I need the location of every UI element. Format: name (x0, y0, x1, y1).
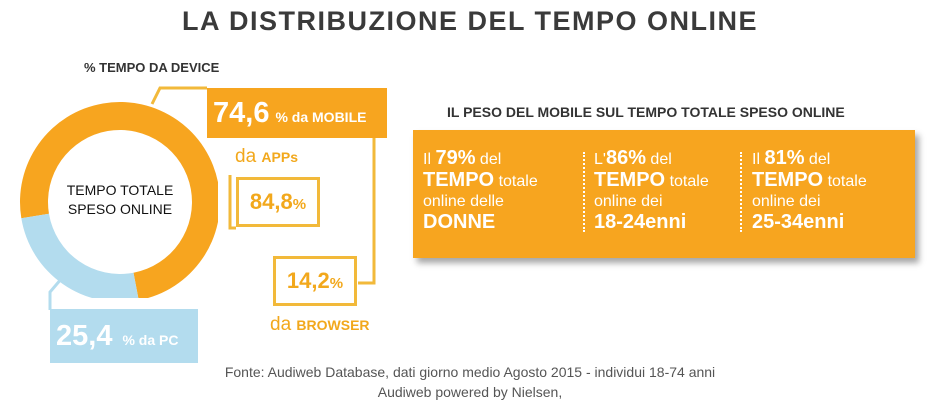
mobile-weight-title: IL PESO DEL MOBILE SUL TEMPO TOTALE SPES… (447, 104, 845, 120)
source-line-2: Audiweb powered by Nielsen, (377, 384, 563, 400)
stat-percent: 79% (435, 147, 476, 169)
browser-connector (358, 138, 376, 285)
browser-prefix: da (270, 314, 297, 335)
stat-del: del (475, 151, 502, 168)
pc-value-box: 25,4 % da PC (50, 309, 198, 363)
stat-group: 25-34enni (752, 211, 845, 233)
source-line-1: Fonte: Audiweb Database, dati giorno med… (224, 364, 716, 380)
browser-pct: % (329, 275, 344, 292)
stat-prefix: L' (594, 151, 606, 168)
mobile-suffix: % da MOBILE (275, 109, 367, 125)
device-chart-label: % TEMPO DA DEVICE (84, 60, 220, 75)
browser-label: da BROWSER (270, 314, 370, 336)
stat-women: Il 79% del TEMPO totale online delle DON… (423, 148, 538, 232)
source-note: Fonte: Audiweb Database, dati giorno med… (0, 362, 940, 402)
mobile-value: 74,6 (213, 96, 270, 129)
stat-group: 18-24enni (594, 211, 687, 233)
stat-online: online dei (594, 193, 663, 210)
stat-online: online delle (423, 193, 504, 210)
browser-value: 14,2 (286, 268, 330, 293)
stat-totale: totale (823, 173, 867, 190)
stat-group: DONNE (423, 211, 496, 233)
stat-totale: totale (494, 173, 538, 190)
stat-percent: 86% (605, 147, 646, 169)
stat-tempo: TEMPO (594, 169, 666, 191)
mobile-weight-panel: Il 79% del TEMPO totale online delle DON… (413, 130, 915, 258)
mobile-connector (150, 86, 207, 105)
device-donut-chart (20, 102, 218, 298)
stat-divider (583, 152, 585, 232)
mobile-value-box: 74,6 % da MOBILE (207, 88, 387, 138)
stat-25-34: Il 81% del TEMPO totale online dei 25-34… (752, 148, 867, 232)
apps-label: da APPs (235, 146, 298, 168)
apps-prefix: da (235, 146, 262, 167)
stat-tempo: TEMPO (752, 169, 824, 191)
stat-online: online dei (752, 193, 821, 210)
browser-name: BROWSER (296, 317, 370, 333)
stat-del: del (804, 151, 831, 168)
donut-center-line1: TEMPO TOTALE (66, 182, 174, 198)
apps-pct: % (292, 196, 307, 213)
apps-connector (228, 175, 236, 230)
stat-prefix: Il (423, 151, 436, 168)
stat-del: del (645, 151, 672, 168)
stat-tempo: TEMPO (423, 169, 495, 191)
pc-value: 25,4 (56, 319, 113, 352)
stat-percent: 81% (764, 147, 805, 169)
apps-value: 84,8 (249, 189, 293, 214)
donut-center-line2: SPESO ONLINE (67, 201, 173, 217)
stat-18-24: L'86% del TEMPO totale online dei 18-24e… (594, 148, 709, 232)
apps-name: APPs (261, 149, 298, 165)
pc-suffix: % da PC (122, 332, 179, 348)
stat-totale: totale (665, 173, 709, 190)
stat-prefix: Il (752, 151, 765, 168)
apps-value-box: 84,8% (236, 177, 320, 227)
pc-connector (48, 277, 64, 310)
stat-divider (740, 152, 742, 232)
donut-slice-pc (21, 213, 139, 298)
browser-value-box: 14,2% (273, 256, 357, 306)
page-title: LA DISTRIBUZIONE DEL TEMPO ONLINE (181, 6, 758, 36)
